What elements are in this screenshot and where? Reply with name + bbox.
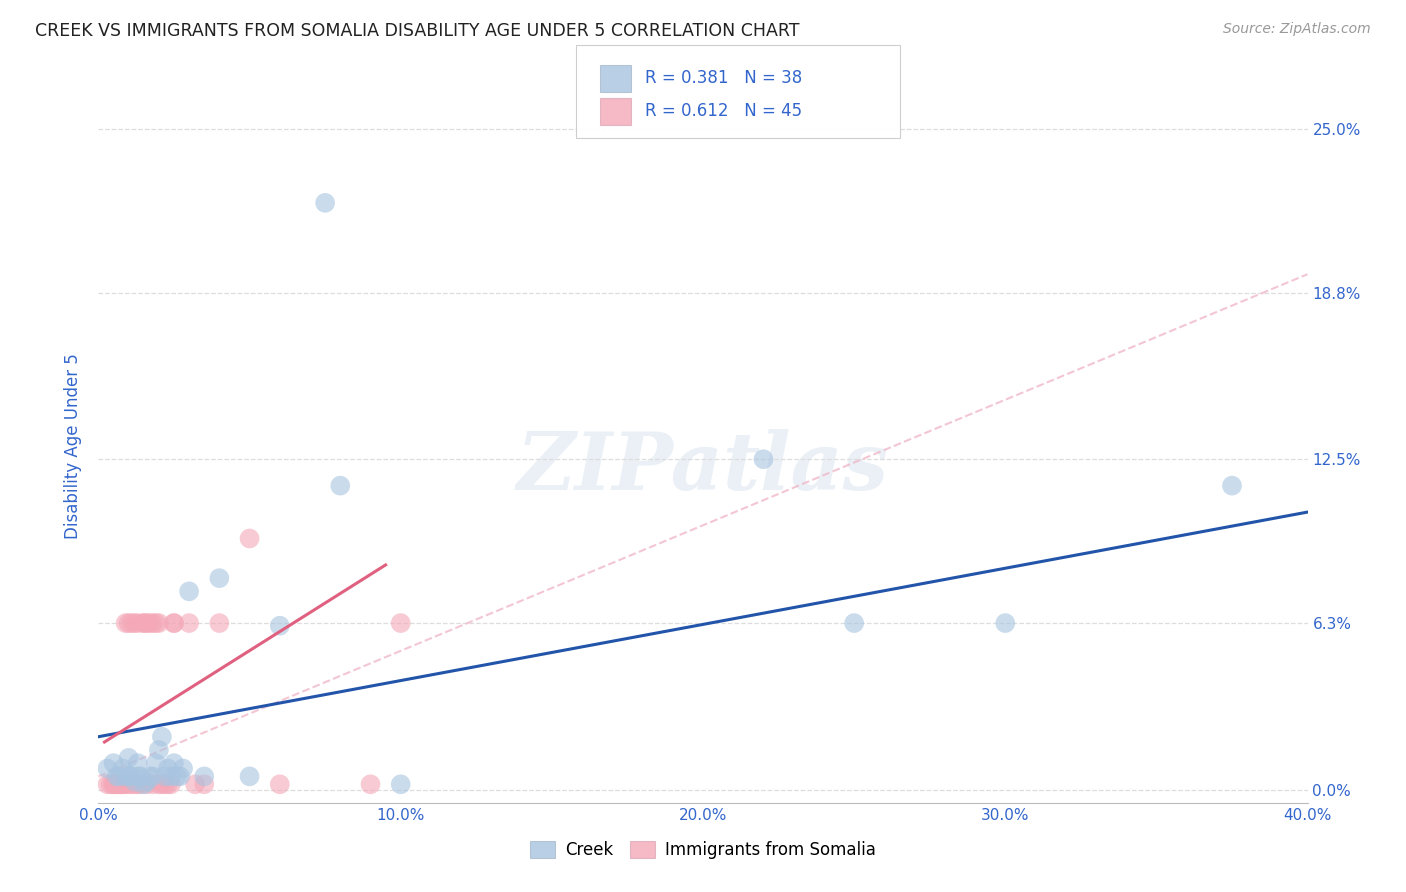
Point [135,777,157,791]
Text: R = 0.381   N = 38: R = 0.381 N = 38 [645,70,803,87]
Point [239,532,262,546]
Point [108,769,131,783]
Point [142,616,165,631]
Point [160,777,183,791]
Point [105,769,128,783]
Point [163,616,186,631]
Point [166,769,188,783]
Point [156,777,179,791]
Point [153,769,176,783]
Point [103,756,125,771]
Point [169,769,191,783]
Point [172,761,194,775]
Point [103,777,125,791]
Point [163,756,186,771]
Point [124,616,146,631]
Point [139,769,162,783]
Legend: Creek, Immigrants from Somalia: Creek, Immigrants from Somalia [523,834,883,866]
Point [142,777,165,791]
Point [114,777,136,791]
Point [142,769,165,783]
Point [118,616,141,631]
Point [132,777,155,791]
Point [1220,478,1243,492]
Point [148,777,170,791]
Point [114,769,136,783]
Point [145,616,167,631]
Y-axis label: Disability Age Under 5: Disability Age Under 5 [65,353,83,539]
Point [150,730,173,744]
Point [389,777,412,791]
Point [184,777,207,791]
Point [150,777,173,791]
Point [111,777,134,791]
Point [360,777,382,791]
Point [121,769,143,783]
Point [127,756,149,771]
Point [148,743,170,757]
Point [105,777,128,791]
Point [994,616,1017,631]
Point [135,774,157,789]
Point [329,478,352,492]
Text: R = 0.612   N = 45: R = 0.612 N = 45 [645,103,803,120]
Point [96,777,118,791]
Point [389,616,412,631]
Point [160,769,183,783]
Point [121,777,143,791]
Point [103,777,125,791]
Point [105,777,128,791]
Point [269,777,291,791]
Point [239,769,262,783]
Point [193,769,215,783]
Point [139,616,162,631]
Point [752,452,775,467]
Point [208,571,231,585]
Point [127,769,149,783]
Point [132,616,155,631]
Text: CREEK VS IMMIGRANTS FROM SOMALIA DISABILITY AGE UNDER 5 CORRELATION CHART: CREEK VS IMMIGRANTS FROM SOMALIA DISABIL… [35,22,800,40]
Point [96,761,118,775]
Point [132,616,155,631]
Point [163,616,186,631]
Point [114,616,136,631]
Point [100,777,122,791]
Point [124,774,146,789]
Point [148,616,170,631]
Point [129,777,152,791]
Text: Source: ZipAtlas.com: Source: ZipAtlas.com [1223,22,1371,37]
Point [145,756,167,771]
Point [118,769,141,783]
Point [108,777,131,791]
Point [118,777,141,791]
Point [193,777,215,791]
Point [135,616,157,631]
Point [269,618,291,632]
Point [844,616,866,631]
Point [179,584,201,599]
Point [127,777,149,791]
Text: ZIPatlas: ZIPatlas [517,429,889,506]
Point [314,195,336,210]
Point [127,616,149,631]
Point [111,761,134,775]
Point [118,751,141,765]
Point [179,616,201,631]
Point [208,616,231,631]
Point [129,769,152,783]
Point [156,761,179,775]
Point [121,616,143,631]
Point [108,777,131,791]
Point [111,777,134,791]
Point [124,777,146,791]
Point [153,777,176,791]
